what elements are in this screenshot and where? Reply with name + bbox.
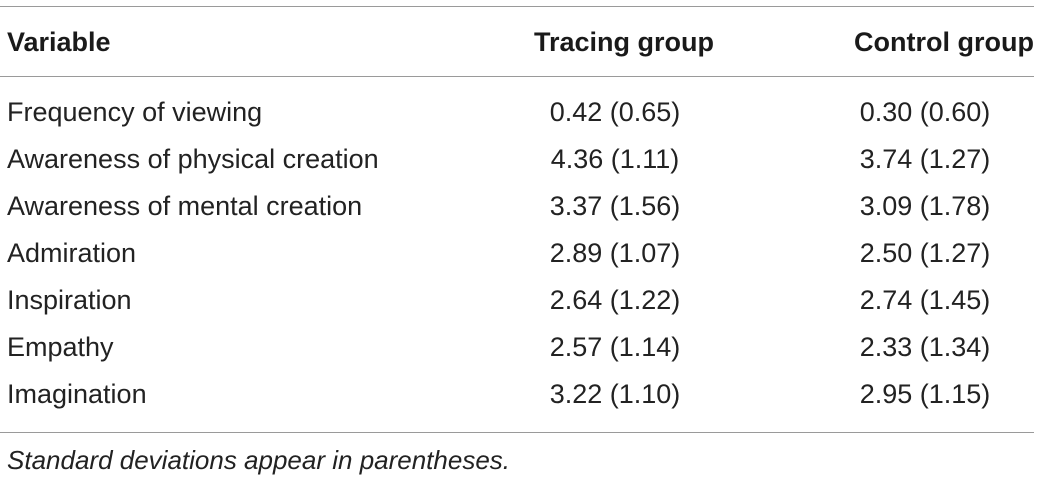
row-variable: Admiration	[7, 238, 137, 268]
row-variable: Awareness of mental creation	[7, 191, 363, 221]
row-control-value: 2.95 (1.15)	[859, 379, 991, 409]
row-tracing-value: 2.89 (1.07)	[549, 238, 681, 268]
table-row: Admiration 2.89 (1.07) 2.50 (1.27)	[0, 233, 1040, 273]
row-variable: Inspiration	[7, 285, 132, 315]
row-tracing-value: 3.37 (1.56)	[549, 191, 681, 221]
table-row: Awareness of mental creation 3.37 (1.56)…	[0, 186, 1040, 226]
row-control-value: 3.09 (1.78)	[859, 191, 991, 221]
row-variable: Empathy	[7, 332, 114, 362]
row-variable: Imagination	[7, 379, 147, 409]
row-control-value: 2.33 (1.34)	[859, 332, 991, 362]
header-row: Variable Tracing group Control group	[0, 22, 1040, 62]
row-tracing-value: 2.64 (1.22)	[549, 285, 681, 315]
row-tracing-value: 4.36 (1.11)	[550, 144, 680, 174]
table-footnote: Standard deviations appear in parenthese…	[7, 445, 511, 475]
row-variable: Awareness of physical creation	[7, 144, 379, 174]
table-row: Frequency of viewing 0.42 (0.65) 0.30 (0…	[0, 92, 1040, 132]
row-control-value: 2.50 (1.27)	[859, 238, 991, 268]
table-row: Empathy 2.57 (1.14) 2.33 (1.34)	[0, 327, 1040, 367]
table-row: Awareness of physical creation 4.36 (1.1…	[0, 139, 1040, 179]
row-tracing-value: 0.42 (0.65)	[549, 97, 681, 127]
top-rule	[0, 6, 1034, 7]
row-tracing-value: 2.57 (1.14)	[549, 332, 681, 362]
bottom-rule	[0, 432, 1034, 433]
header-variable: Variable	[7, 27, 111, 57]
table-row: Inspiration 2.64 (1.22) 2.74 (1.45)	[0, 280, 1040, 320]
row-control-value: 2.74 (1.45)	[859, 285, 991, 315]
row-tracing-value: 3.22 (1.10)	[549, 379, 681, 409]
row-control-value: 0.30 (0.60)	[859, 97, 991, 127]
row-control-value: 3.74 (1.27)	[859, 144, 991, 174]
row-variable: Frequency of viewing	[7, 97, 263, 127]
header-control-group: Control group	[854, 27, 1034, 57]
table-row: Imagination 3.22 (1.10) 2.95 (1.15)	[0, 374, 1040, 414]
header-tracing-group: Tracing group	[533, 27, 714, 57]
header-rule	[0, 76, 1034, 77]
